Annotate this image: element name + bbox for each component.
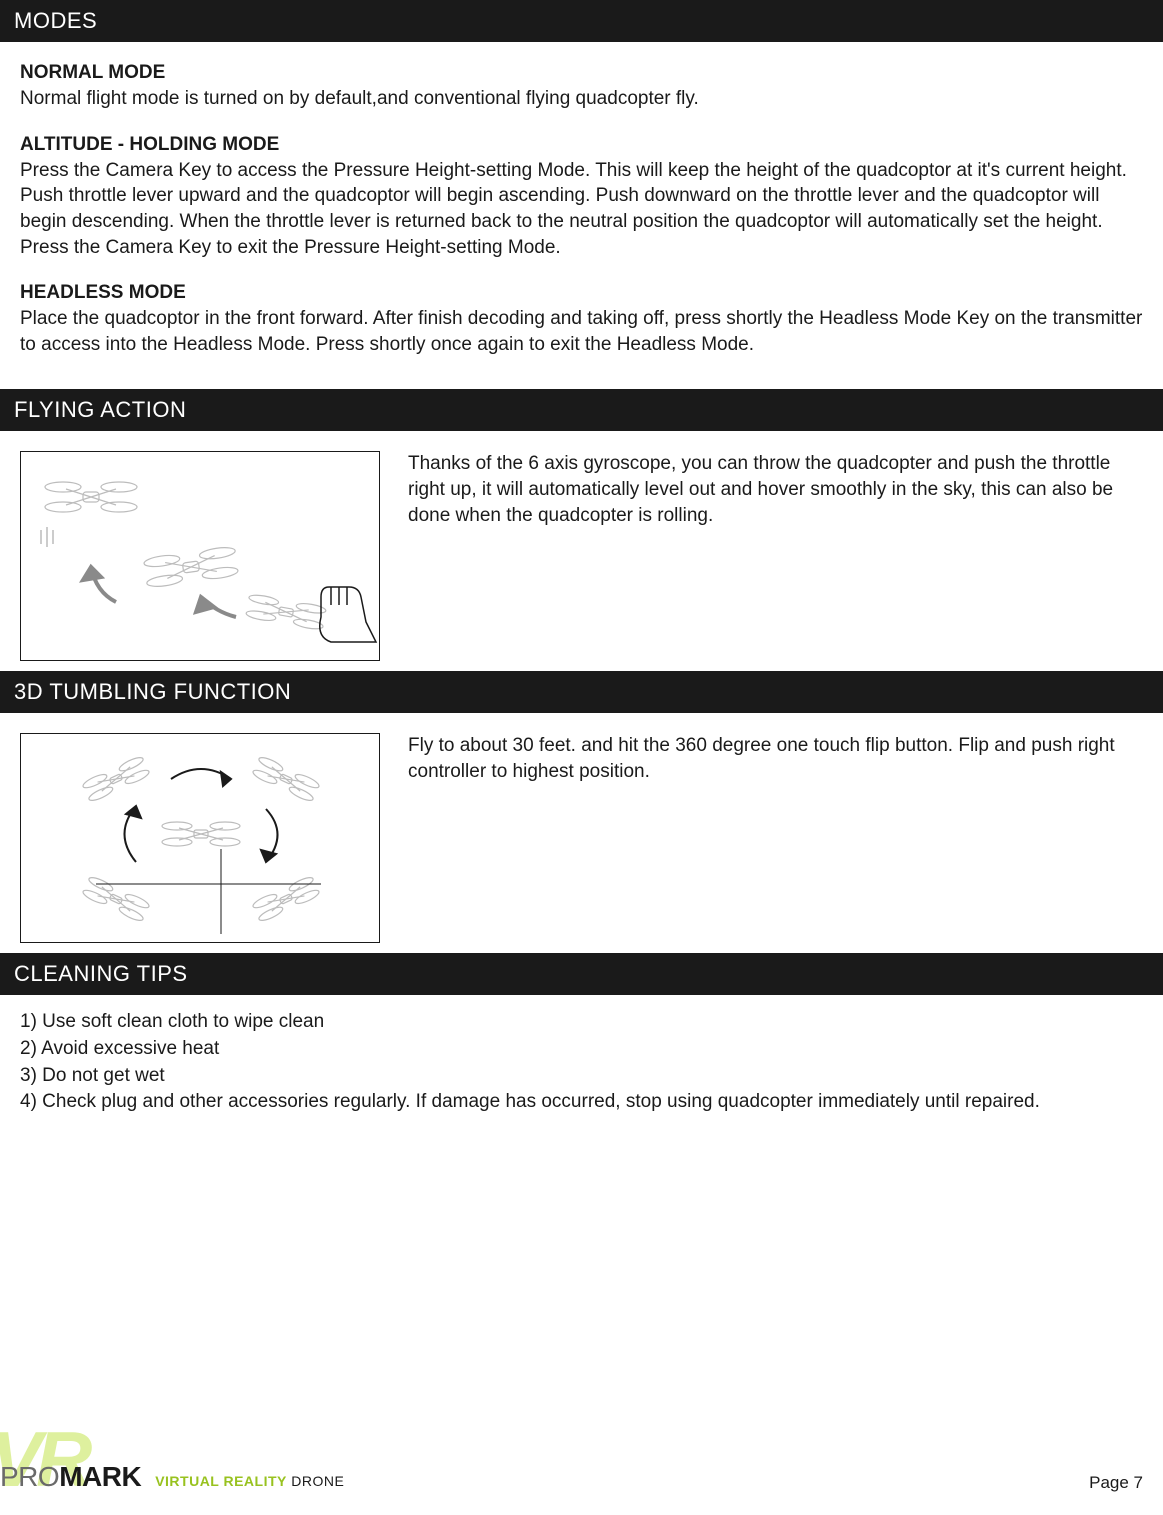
altitude-mode-body: Press the Camera Key to access the Press…	[20, 158, 1143, 261]
tagline: VIRTUAL REALITY DRONE	[155, 1473, 344, 1489]
flying-text: Thanks of the 6 axis gyroscope, you can …	[408, 451, 1143, 661]
headless-mode-title: HEADLESS MODE	[20, 282, 1143, 304]
promark-wordmark: PROMARK	[0, 1461, 141, 1493]
tagline-vr: VIRTUAL REALITY	[155, 1473, 287, 1489]
page-number: Page 7	[1089, 1473, 1143, 1493]
tagline-drone: DRONE	[287, 1473, 344, 1489]
logo-mark: MARK	[59, 1461, 141, 1492]
tip-2: 2) Avoid excessive heat	[20, 1036, 1143, 1063]
section-header-flying: FLYING ACTION	[0, 389, 1163, 431]
tip-4: 4) Check plug and other accessories regu…	[20, 1089, 1143, 1116]
headless-mode-body: Place the quadcoptor in the front forwar…	[20, 306, 1143, 357]
tip-3: 3) Do not get wet	[20, 1063, 1143, 1090]
cleaning-tips: 1) Use soft clean cloth to wipe clean 2)…	[0, 995, 1163, 1129]
flying-row: Thanks of the 6 axis gyroscope, you can …	[0, 431, 1163, 671]
altitude-mode-title: ALTITUDE - HOLDING MODE	[20, 134, 1143, 156]
tumbling-illustration	[20, 733, 380, 943]
modes-content: NORMAL MODE Normal flight mode is turned…	[0, 42, 1163, 389]
normal-mode-body: Normal flight mode is turned on by defau…	[20, 86, 1143, 112]
section-header-modes: MODES	[0, 0, 1163, 42]
flying-illustration	[20, 451, 380, 661]
page-footer: VR PROMARK VIRTUAL REALITY DRONE Page 7	[0, 1461, 1163, 1493]
section-header-tumbling: 3D TUMBLING FUNCTION	[0, 671, 1163, 713]
logo-pro: PRO	[0, 1461, 59, 1492]
tip-1: 1) Use soft clean cloth to wipe clean	[20, 1009, 1143, 1036]
section-header-cleaning: CLEANING TIPS	[0, 953, 1163, 995]
normal-mode-title: NORMAL MODE	[20, 62, 1143, 84]
tumbling-row: Fly to about 30 feet. and hit the 360 de…	[0, 713, 1163, 953]
brand-logo: VR PROMARK VIRTUAL REALITY DRONE	[0, 1461, 344, 1493]
tumbling-text: Fly to about 30 feet. and hit the 360 de…	[408, 733, 1143, 943]
